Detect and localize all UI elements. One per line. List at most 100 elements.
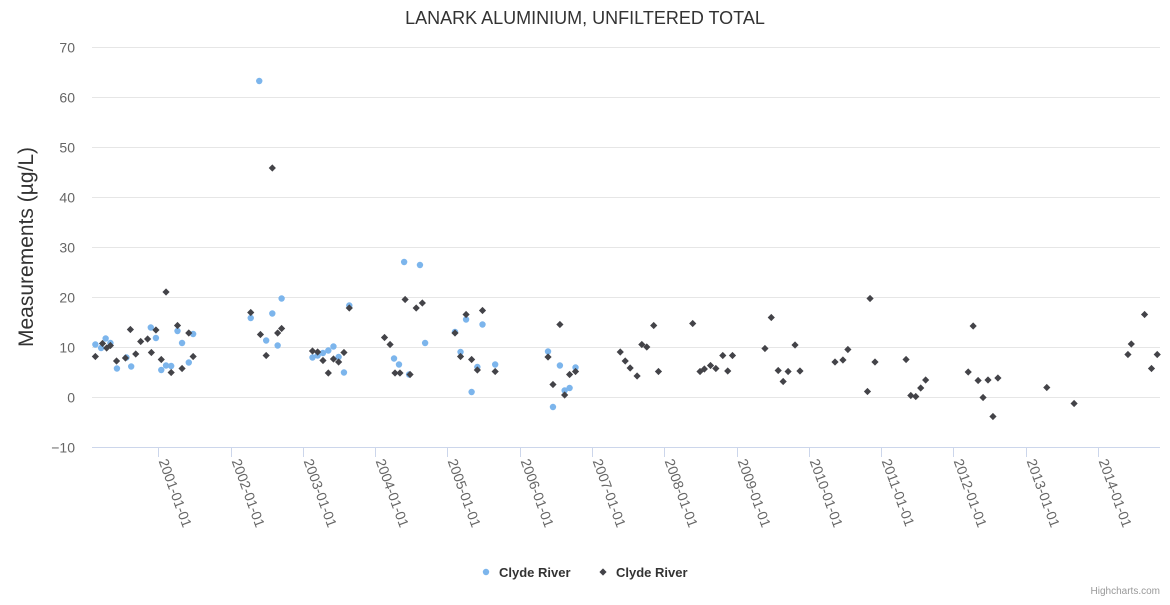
y-tick-label: −10 <box>51 440 75 456</box>
data-point <box>173 321 182 330</box>
data-point <box>158 366 165 374</box>
y-tick-label: 60 <box>59 90 75 106</box>
data-point <box>728 351 737 360</box>
data-point <box>565 370 574 379</box>
data-point <box>325 347 332 354</box>
data-point <box>247 314 254 322</box>
data-point <box>178 339 186 347</box>
data-point <box>319 356 327 365</box>
x-tick-label: 2001-01-01 <box>156 457 196 530</box>
data-point <box>162 288 170 296</box>
data-point <box>712 364 720 373</box>
data-point <box>132 350 140 358</box>
data-point <box>917 384 925 392</box>
data-point <box>185 359 192 366</box>
data-point <box>113 365 121 372</box>
data-point <box>549 380 557 389</box>
data-point <box>621 357 629 365</box>
data-point <box>556 362 564 369</box>
data-point <box>796 367 804 375</box>
data-point <box>262 351 270 360</box>
data-point <box>689 319 697 328</box>
data-point <box>456 352 465 361</box>
data-point <box>544 353 552 361</box>
data-point <box>774 366 782 375</box>
data-point <box>314 348 322 356</box>
data-point <box>256 330 265 339</box>
data-point <box>479 321 486 328</box>
data-point <box>380 333 389 342</box>
data-point <box>112 357 121 365</box>
data-point <box>964 368 972 376</box>
x-tick-label: 2008-01-01 <box>662 457 702 530</box>
data-point <box>185 329 193 337</box>
series-1-circle <box>92 77 579 411</box>
data-point <box>572 364 579 371</box>
data-point <box>633 372 641 380</box>
data-point <box>274 329 282 337</box>
credits-link[interactable]: Highcharts.com <box>1091 586 1160 597</box>
legend-label: Clyde River <box>616 565 688 580</box>
data-point <box>994 374 1002 382</box>
data-point <box>626 364 634 372</box>
data-point <box>791 341 799 349</box>
y-tick-label: 10 <box>59 340 75 356</box>
data-point <box>650 321 658 330</box>
legend-marker <box>482 568 490 576</box>
data-point <box>92 341 99 348</box>
data-point <box>871 358 879 366</box>
x-tick-label: 2009-01-01 <box>735 457 775 530</box>
data-point <box>147 348 155 357</box>
data-point <box>969 322 977 330</box>
series-2-diamond <box>91 164 1161 421</box>
data-point <box>1070 399 1078 408</box>
data-point <box>167 362 175 370</box>
data-point <box>396 369 404 377</box>
data-point <box>831 358 839 366</box>
data-point <box>724 367 732 375</box>
data-point <box>262 337 270 344</box>
data-point <box>268 164 276 172</box>
data-point <box>401 295 409 304</box>
data-point <box>912 392 920 401</box>
data-point <box>91 352 99 361</box>
data-point <box>719 351 727 360</box>
legend-item[interactable]: Clyde River <box>599 565 688 580</box>
data-point <box>478 306 487 315</box>
x-tick-label: 2011-01-01 <box>879 457 918 529</box>
data-point <box>319 349 327 357</box>
data-point <box>561 387 568 394</box>
data-point <box>152 334 160 342</box>
y-axis-title: Measurements (µg/L) <box>15 147 38 347</box>
plot-area <box>91 77 1161 421</box>
x-tick-label: 2005-01-01 <box>445 457 485 530</box>
data-point <box>643 343 651 351</box>
data-point <box>491 361 499 368</box>
x-tick-label: 2010-01-01 <box>807 457 847 530</box>
data-point <box>457 348 464 356</box>
data-point <box>544 348 552 355</box>
data-point <box>324 369 332 377</box>
data-point <box>102 335 109 342</box>
data-point <box>416 261 424 269</box>
legend-item[interactable]: Clyde River <box>482 565 571 580</box>
x-tick-label: 2012-01-01 <box>951 457 991 530</box>
data-point <box>549 403 557 411</box>
data-point <box>491 367 499 376</box>
grid-lines <box>92 47 1160 448</box>
x-tick-label: 2014-01-01 <box>1096 457 1136 530</box>
data-point <box>468 388 475 396</box>
data-point <box>907 391 915 400</box>
data-point <box>386 340 394 349</box>
data-point <box>902 355 910 364</box>
data-point <box>761 344 769 353</box>
data-point <box>979 393 987 402</box>
data-point <box>462 316 470 323</box>
data-point <box>421 339 429 347</box>
data-point <box>126 325 134 334</box>
data-point <box>863 387 872 396</box>
data-point <box>329 355 338 363</box>
chart-title: LANARK ALUMINIUM, UNFILTERED TOTAL <box>405 8 765 28</box>
